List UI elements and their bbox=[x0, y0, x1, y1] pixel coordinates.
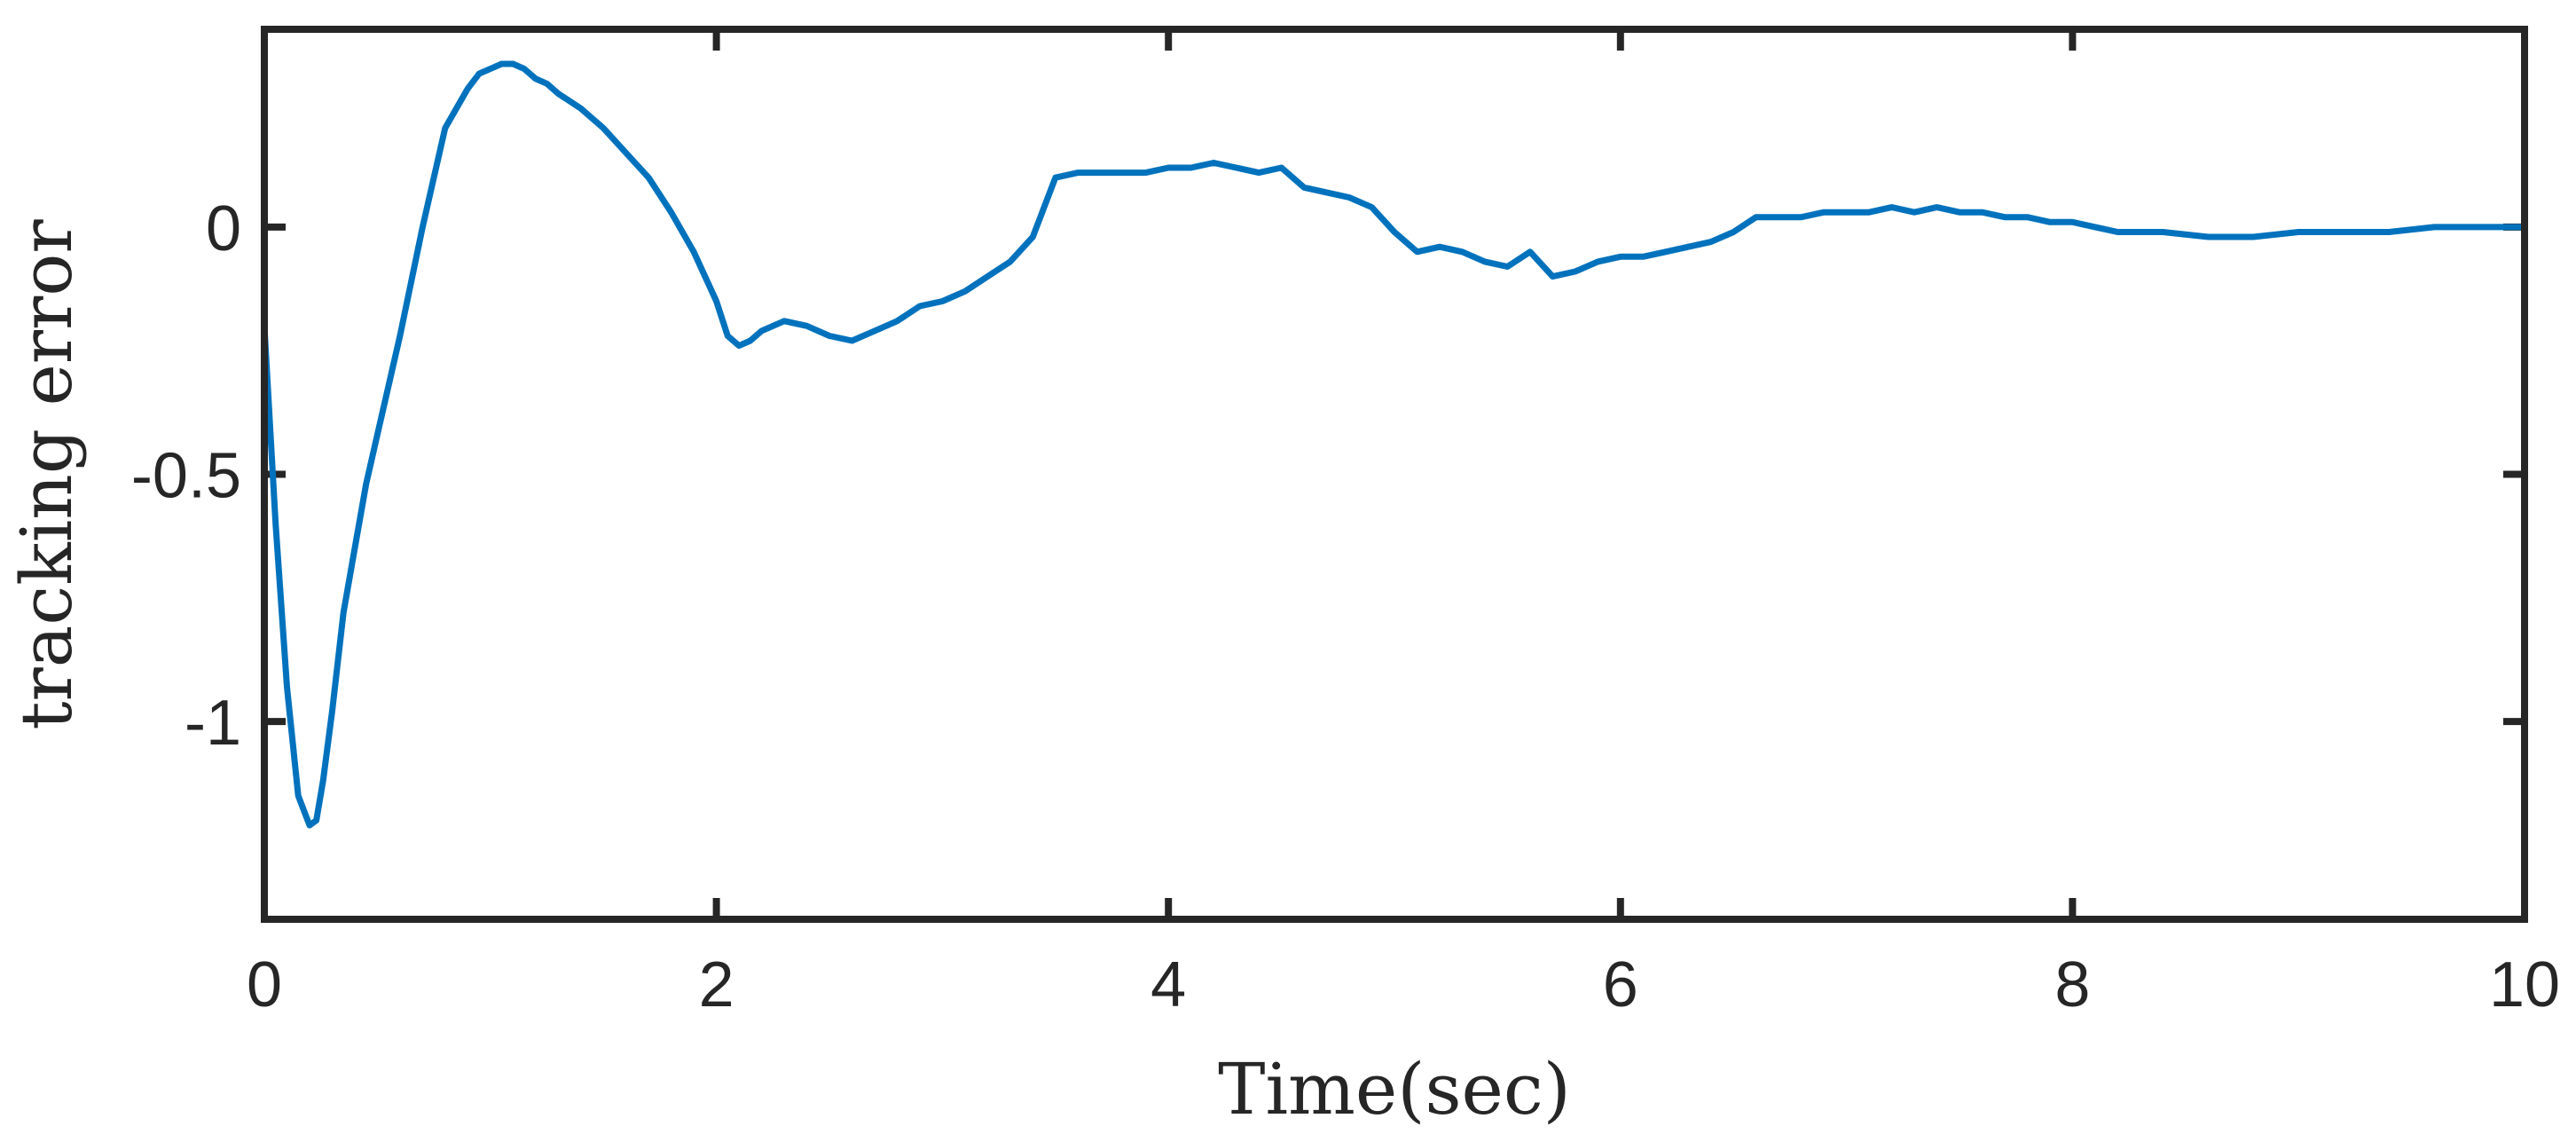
axis-ticks bbox=[261, 29, 2528, 919]
x-tick-label: 2 bbox=[699, 949, 734, 1020]
series-line bbox=[261, 60, 2528, 829]
x-tick-label: 6 bbox=[1603, 949, 1638, 1020]
y-axis-label: tracking error bbox=[5, 219, 88, 730]
x-tick-label: 8 bbox=[2054, 949, 2090, 1020]
x-axis-label: Time(sec) bbox=[1218, 1048, 1571, 1130]
x-tick-label: 10 bbox=[2489, 949, 2560, 1020]
plot-area-frame bbox=[261, 26, 2528, 923]
y-tick-label: 0 bbox=[206, 193, 241, 264]
y-tick-label: -0.5 bbox=[131, 441, 241, 512]
x-tick-label: 4 bbox=[1151, 949, 1186, 1020]
x-tick-label: 0 bbox=[247, 949, 282, 1020]
tick-labels: 0 2 4 6 8 10 0 -0.5 -1 bbox=[131, 193, 2560, 1020]
series-layer bbox=[261, 60, 2528, 829]
y-tick-label: -1 bbox=[185, 688, 241, 759]
